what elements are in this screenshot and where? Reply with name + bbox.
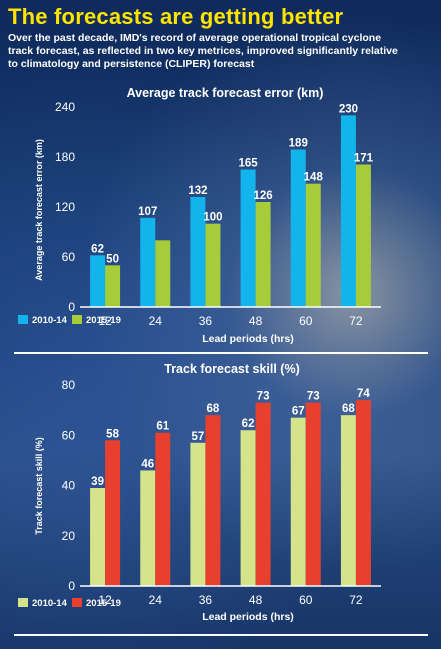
track-skill-chart: Track forecast skill (%) 0 20 40 60 80 Track… [18,362,381,623]
data-label: 57 [192,431,205,443]
bar-2010-14-48 [240,169,256,307]
x-tick-label: 72 [349,593,363,607]
bar-2015-19-72 [355,400,371,586]
bar-2015-19-36 [205,223,221,307]
data-label: 126 [253,190,272,202]
y-tick-label: 240 [55,100,75,114]
chart-title: Track forecast skill (%) [164,362,299,376]
bar-2015-19-12 [105,265,121,307]
bar-2015-19-36 [205,415,221,586]
bar-2010-14-60 [290,417,306,586]
bar-2015-19-12 [105,440,121,586]
bar-2010-14-72 [340,415,356,586]
bar-2015-19-48 [255,202,271,307]
x-tick-label: 24 [149,314,163,328]
legend-label: 2015-19 [86,598,121,609]
y-tick-label: 0 [68,579,75,593]
legend-swatch [72,598,82,607]
data-label: 132 [188,185,207,197]
data-label: 62 [242,418,255,430]
legend-label: 2015-19 [86,315,121,326]
data-label: 189 [289,138,308,150]
data-label: 62 [91,243,104,255]
bar-2010-14-72 [340,115,356,307]
y-tick-label: 0 [68,300,75,314]
x-tick-label: 60 [299,314,313,328]
data-label: 58 [106,428,119,440]
y-tick-label: 80 [62,378,76,392]
data-label: 68 [207,403,220,415]
x-tick-label: 60 [299,593,313,607]
chart-title: Average track forecast error (km) [127,86,324,100]
y-tick-label: 60 [62,250,76,264]
bar-2010-14-60 [290,149,306,307]
data-label: 46 [141,458,154,470]
y-tick-label: 180 [55,150,75,164]
track-error-chart: Average track forecast error (km) 0 60 120… [18,86,381,345]
data-label: 67 [292,406,305,418]
data-label: 107 [138,206,157,218]
y-axis-label: Average track forecast error (km) [34,139,44,281]
bar-2010-14-12 [90,255,106,307]
bar-2010-14-36 [190,442,206,586]
page-subtitle: Over the past decade, IMD's record of av… [8,32,398,70]
bar-2010-14-24 [140,217,156,307]
bar-2015-19-24 [155,240,171,307]
page-title: The forecasts are getting better [8,4,344,29]
x-axis-label: Lead periods (hrs) [202,611,294,623]
x-tick-label: 36 [199,314,213,328]
x-tick-label: 36 [199,593,213,607]
legend-label: 2010-14 [32,598,68,609]
bar-2015-19-60 [305,183,321,307]
data-label: 39 [91,476,104,488]
x-tick-label: 12 [98,593,112,607]
data-label: 50 [106,253,119,265]
y-tick-label: 120 [55,200,75,214]
y-tick-label: 60 [62,428,76,442]
y-tick-label: 40 [62,479,76,493]
y-axis-label: Track forecast skill (%) [34,437,44,535]
legend-swatch [72,315,82,324]
data-label: 74 [357,388,370,400]
bar-2010-14-36 [190,197,206,307]
x-tick-label: 24 [149,593,163,607]
data-label: 68 [342,403,355,415]
legend-label: 2010-14 [32,315,68,326]
y-tick-label: 20 [62,529,76,543]
bar-2015-19-48 [255,402,271,586]
data-label: 100 [203,212,222,224]
x-tick-label: 12 [98,314,112,328]
data-label: 171 [354,153,374,165]
legend-swatch [18,315,28,324]
data-label: 73 [307,391,320,403]
x-tick-label: 72 [349,314,363,328]
bar-2015-19-72 [355,164,371,307]
data-label: 73 [257,391,270,403]
bottom-divider [14,634,428,636]
data-label: 61 [156,421,169,433]
bar-2010-14-48 [240,430,256,586]
x-tick-label: 48 [249,593,263,607]
bar-2015-19-24 [155,432,171,586]
legend-swatch [18,598,28,607]
bar-2010-14-24 [140,470,156,586]
bar-2010-14-12 [90,488,106,586]
x-tick-label: 48 [249,314,263,328]
x-axis-label: Lead periods (hrs) [202,333,294,345]
data-label: 148 [304,172,324,184]
bar-2015-19-60 [305,402,321,586]
chart-divider [14,352,428,354]
data-label: 230 [339,103,358,115]
data-label: 165 [238,158,258,170]
